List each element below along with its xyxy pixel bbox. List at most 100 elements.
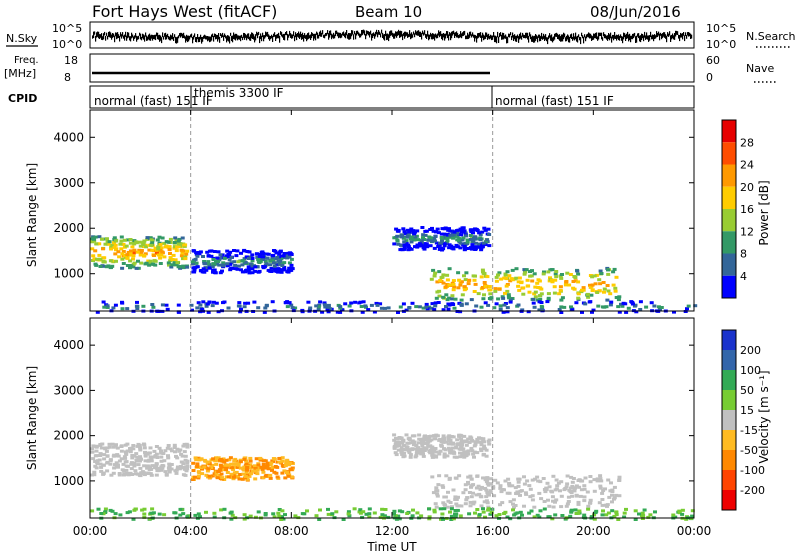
echo-cell-near-range: [214, 301, 219, 305]
echo-cell-evening: [482, 293, 486, 297]
echo-cell-midday: [411, 229, 416, 233]
echo-cell-early: [166, 456, 171, 460]
echo-cell-midday: [417, 451, 422, 455]
echo-cell-evening: [498, 484, 503, 488]
echo-cell-midday: [415, 245, 420, 249]
echo-cell-evening: [508, 298, 513, 302]
echo-cell-near-range: [308, 306, 313, 310]
nsky-sample: [214, 33, 216, 38]
echo-cell-evening: [597, 289, 602, 293]
echo-cell-midday: [464, 234, 469, 238]
echo-cell-near-range: [464, 302, 469, 306]
echo-cell-near-range: [656, 305, 661, 309]
nsky-sample: [273, 33, 275, 38]
echo-cell-near-range: [358, 300, 363, 304]
echo-cell-early: [159, 451, 164, 455]
echo-cell-early: [147, 263, 152, 267]
nsky-sample: [551, 34, 553, 42]
echo-cell-near-range: [494, 302, 499, 306]
nsky-sample: [627, 31, 629, 39]
nsky-sample: [552, 37, 554, 43]
echo-cell-midday: [474, 245, 479, 249]
echo-cell-evening: [522, 475, 526, 479]
echo-cell-midday: [399, 233, 404, 237]
echo-cell-near-range: [547, 515, 552, 519]
echo-cell-early: [167, 462, 172, 466]
echo-cell-evening: [492, 494, 497, 498]
nsky-sample: [294, 35, 296, 42]
echo-cell-near-range: [256, 510, 261, 514]
echo-cell-early: [139, 261, 144, 265]
echo-cell-near-range: [135, 307, 140, 310]
echo-cell-morning: [275, 263, 280, 267]
echo-cell-midday: [473, 235, 478, 239]
velocity-colorbar-label: Velocity [m s⁻¹]: [757, 370, 771, 463]
nsky-sample: [337, 32, 339, 37]
echo-cell-midday: [471, 239, 476, 243]
echo-cell-early: [130, 454, 135, 457]
echo-cell-morning: [285, 252, 290, 256]
echo-cell-evening: [434, 296, 439, 300]
echo-cell-near-range: [632, 304, 637, 308]
echo-cell-morning: [207, 266, 212, 270]
nsky-sample: [233, 32, 235, 39]
echo-cell-evening: [488, 489, 493, 493]
echo-cell-evening: [506, 293, 511, 297]
echo-cell-evening: [505, 270, 510, 274]
echo-cell-midday: [417, 447, 422, 451]
nsky-sample: [161, 37, 163, 44]
echo-cell-midday: [448, 438, 453, 442]
echo-cell-evening: [538, 297, 543, 301]
echo-cell-near-range: [300, 512, 305, 516]
echo-cell-midday: [408, 237, 413, 241]
nsky-sample: [93, 31, 95, 38]
echo-cell-early: [146, 259, 151, 263]
echo-cell-evening: [552, 285, 557, 289]
nsky-sample: [580, 37, 582, 45]
echo-cell-evening: [573, 279, 578, 283]
echo-cell-evening: [600, 498, 605, 501]
echo-cell-morning: [279, 268, 284, 272]
echo-cell-near-range: [680, 512, 685, 516]
echo-cell-near-range: [475, 508, 480, 511]
nsky-sample: [196, 37, 198, 43]
echo-cell-near-range: [630, 302, 635, 306]
echo-cell-morning: [220, 256, 224, 260]
echo-cell-near-range: [181, 512, 186, 516]
echo-cell-early: [101, 247, 105, 251]
echo-cell-near-range: [542, 507, 547, 511]
echo-cell-evening: [516, 484, 521, 488]
echo-cell-early: [147, 248, 152, 252]
echo-cell-near-range: [383, 508, 388, 511]
echo-cell-morning: [211, 262, 216, 266]
nsky-sample: [302, 32, 304, 39]
echo-cell-midday: [463, 450, 467, 454]
nsearch-label: N.Search: [746, 30, 796, 43]
echo-cell-evening: [576, 272, 581, 276]
nsky-sample: [431, 34, 433, 40]
nsky-sample: [346, 30, 348, 36]
echo-cell-midday: [458, 451, 462, 455]
nsky-sample: [177, 36, 179, 43]
velocity-colorbar-swatch: [722, 350, 736, 370]
echo-cell-evening: [530, 494, 535, 498]
echo-cell-morning: [258, 458, 263, 462]
echo-cell-early: [92, 239, 97, 243]
echo-cell-early: [181, 264, 186, 268]
echo-cell-midday: [462, 244, 467, 248]
echo-cell-early: [110, 442, 115, 446]
echo-cell-morning: [272, 249, 276, 252]
echo-cell-morning: [202, 261, 207, 265]
echo-cell-early: [145, 237, 150, 241]
echo-cell-morning: [272, 457, 277, 461]
echo-cell-morning: [258, 456, 263, 460]
echo-cell-evening: [612, 267, 617, 271]
echo-cell-morning: [221, 264, 226, 268]
nsky-sample: [130, 36, 132, 42]
echo-cell-midday: [454, 243, 459, 247]
nsky-sample: [589, 33, 591, 39]
echo-cell-midday: [434, 454, 438, 458]
echo-cell-morning: [247, 271, 252, 275]
echo-cell-near-range: [243, 301, 248, 305]
echo-cell-evening: [444, 474, 449, 478]
